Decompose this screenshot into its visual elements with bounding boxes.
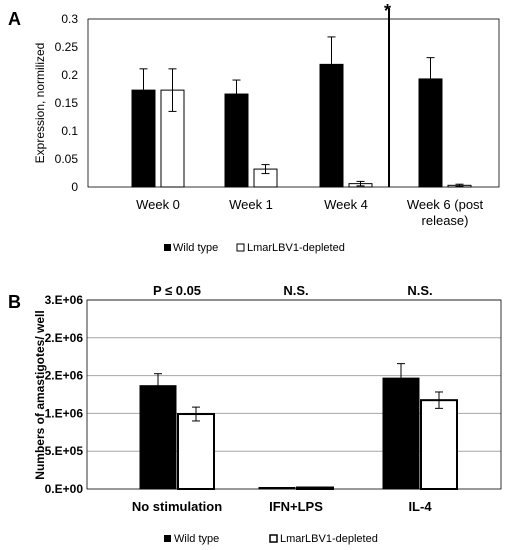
panel-b-significance-label: N.S.: [407, 283, 432, 298]
panel-a-label: A: [8, 9, 21, 29]
panel-b-significance-label: N.S.: [283, 283, 308, 298]
panel-b-x-tick-label: IL-4: [408, 499, 432, 514]
panel-b-y-axis-label: Numbers of amastigotes/ well: [33, 310, 47, 479]
panel-b-legend-swatch-wild-type: [164, 535, 171, 542]
panel-a-y-tick-label: 0: [71, 180, 78, 194]
panel-a-y-axis-label: Expression, normilized: [33, 43, 47, 164]
panel-a-y-tick-label: 0.25: [55, 40, 79, 54]
panel-b-y-tick-label: 0.E+00: [45, 482, 84, 496]
panel-a-legend-depleted: LmarLBV1-depleted: [247, 242, 345, 254]
panel-b-y-tick-label: 5.E+05: [45, 444, 84, 458]
panel-a-legend-wild-type: Wild type: [173, 242, 218, 254]
panel-a-plot-frame: [87, 18, 500, 188]
panel-b-x-tick-label: IFN+LPS: [269, 499, 323, 514]
panel-a-divider-marker: *: [384, 1, 391, 21]
panel-b-y-tick-label: 1.E+06: [45, 406, 84, 420]
panel-b-legend-depleted: LmarLBV1-depleted: [280, 533, 378, 545]
panel-b-bar-wild-type-il-4: [382, 377, 420, 490]
panel-a-x-tick-label: Week 1: [229, 197, 273, 212]
panel-a-x-tick-label: Week 6 (post release): [407, 197, 484, 228]
panel-a-x-tick-label: Week 0: [136, 197, 180, 212]
panel-a-y-tick-label: 0.15: [55, 96, 79, 110]
panel-b-legend-swatch-depleted: [269, 534, 278, 543]
panel-b-legend-wild-type: Wild type: [174, 533, 219, 545]
panel-b-bar-wild-type-no-stimulation: [139, 385, 177, 490]
panel-b-x-tick-label: No stimulation: [132, 499, 222, 514]
panel-b-bar-lmarlbv1-depleted-no-stimulation: [177, 413, 215, 490]
panel-a-legend-swatch-depleted: [236, 243, 245, 252]
panel-a-y-tick-label: 0.3: [61, 12, 78, 26]
panel-a-y-tick-label: 0.2: [61, 68, 78, 82]
panel-a-y-tick-label: 0.1: [61, 124, 78, 138]
panel-b-y-tick-label: 3.E+06: [45, 293, 84, 307]
panel-b-y-tick-label: 2.E+06: [45, 369, 84, 383]
panel-b-label: B: [8, 292, 21, 312]
panel-b-bar-wild-type-ifn-lps: [258, 487, 296, 490]
panel-b-significance-label: P ≤ 0.05: [153, 283, 201, 298]
panel-b-bar-lmarlbv1-depleted-ifn-lps: [296, 486, 334, 490]
panel-a-y-tick-label: 0.05: [55, 152, 79, 166]
panel-a-legend-swatch-wild-type: [164, 244, 171, 251]
panel-b-y-tick-label: 2.E+06: [45, 331, 84, 345]
panel-b-bar-lmarlbv1-depleted-il-4: [420, 399, 458, 491]
panel-a-x-tick-label: Week 4: [324, 197, 368, 212]
